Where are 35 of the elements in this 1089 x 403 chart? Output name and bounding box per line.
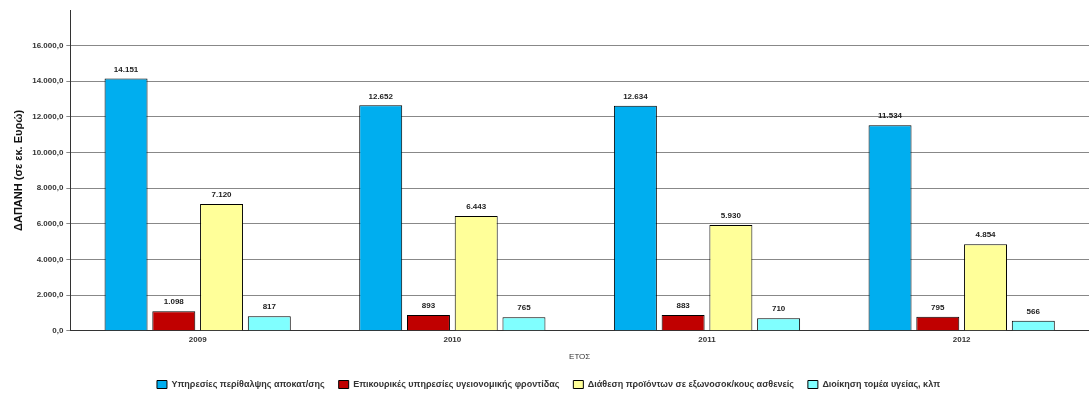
legend-label: Υπηρεσίες περίθαλψης αποκατ/σης: [171, 378, 325, 389]
y-tick-label: 16.000,0: [32, 40, 64, 50]
y-tick-label: 6.000,0: [36, 219, 64, 229]
y-tick-label: 4.000,0: [36, 254, 64, 264]
data-label: 795: [931, 302, 946, 312]
legend-label: Διάθεση προϊόντων σε εξωνοσοκ/κους ασθενείς: [587, 378, 795, 389]
y-axis-title: ΔΑΠΑΝΗ (σε εκ. Ευρώ): [11, 109, 24, 231]
x-axis-title: ΕΤΟΣ: [569, 352, 591, 362]
data-label: 7.120: [211, 190, 233, 200]
data-label: 14.151: [113, 64, 139, 74]
data-label: 765: [517, 303, 532, 313]
data-label: 12.634: [623, 91, 649, 101]
y-tick-label: 14.000,0: [32, 76, 64, 86]
y-tick-label: 0,0: [52, 326, 64, 335]
data-label: 12.652: [368, 91, 394, 101]
y-tick-label: 10.000,0: [32, 147, 64, 157]
data-label: 566: [1026, 306, 1041, 316]
data-label: 893: [421, 301, 436, 311]
y-tick-label: 2.000,0: [36, 290, 64, 300]
x-tick-label: 2011: [698, 334, 717, 344]
x-tick-label: 2012: [952, 334, 972, 344]
data-label: 11.534: [878, 111, 903, 121]
x-tick-label: 2009: [188, 334, 208, 344]
data-label: 5.930: [720, 211, 742, 221]
data-label: 4.854: [975, 230, 997, 240]
x-tick-label: 2010: [443, 334, 462, 344]
data-label: 6.443: [466, 202, 487, 212]
y-tick-label: 12.000,0: [32, 112, 64, 122]
legend-label: Διοίκηση τομέα υγείας, κλπ: [822, 378, 941, 389]
legend-label: Επικουρικές υπηρεσίες υγειονομικής φροντίδας: [353, 378, 560, 389]
data-label: 817: [262, 302, 277, 312]
y-tick-label: 8.000,0: [36, 183, 64, 193]
data-label: 1.098: [163, 297, 185, 307]
data-label: 883: [676, 301, 691, 311]
data-label: 710: [771, 304, 786, 314]
